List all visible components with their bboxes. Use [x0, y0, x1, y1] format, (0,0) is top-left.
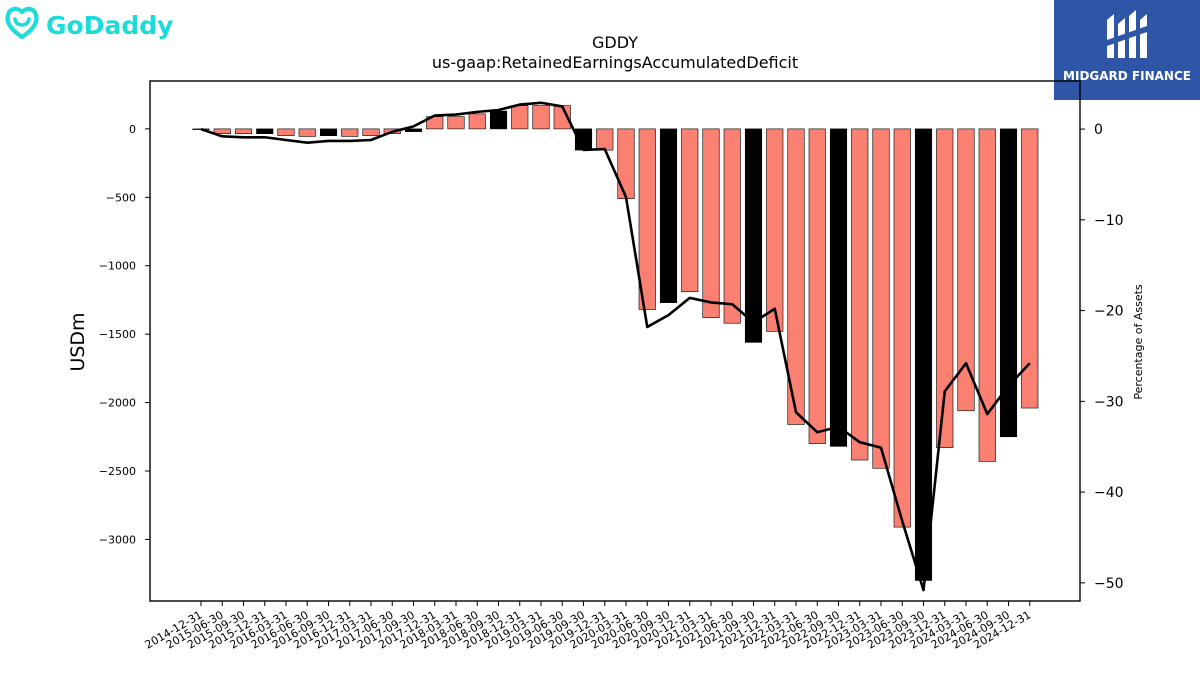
y2-tick-label: −30	[1094, 394, 1124, 410]
bar	[404, 128, 423, 132]
y-tick-label: −500	[106, 191, 136, 204]
bar	[872, 128, 890, 469]
bar	[723, 128, 741, 324]
bar	[234, 128, 253, 134]
midgard-wordmark: MIDGARD FINANCE	[1063, 69, 1191, 83]
bar	[511, 105, 529, 130]
godaddy-wordmark: GoDaddy	[46, 11, 173, 40]
bar	[532, 105, 550, 130]
bar	[744, 128, 763, 343]
bar	[1021, 128, 1039, 409]
y-tick-label: −2000	[99, 397, 136, 410]
bar	[766, 128, 784, 332]
bar	[277, 128, 295, 137]
bar	[936, 128, 954, 449]
chart-title: GDDY	[592, 33, 638, 52]
bar	[341, 128, 359, 137]
y2-tick-label: 0	[1094, 122, 1103, 138]
bar	[596, 128, 614, 151]
y2-tick-label: −10	[1094, 213, 1124, 229]
bar	[489, 110, 508, 130]
y-tick-label: −1000	[99, 260, 136, 273]
bar	[829, 128, 848, 447]
godaddy-logo: GoDaddy	[4, 4, 184, 44]
y2-tick-label: −50	[1094, 576, 1124, 592]
bar	[319, 128, 338, 137]
bar	[681, 128, 699, 293]
bar	[659, 128, 678, 303]
bar	[362, 128, 380, 137]
y-axis-label: USDm	[67, 312, 89, 371]
y-tick-label: −3000	[99, 533, 136, 546]
godaddy-heart-icon	[5, 6, 39, 40]
bar	[787, 128, 805, 425]
bar	[957, 128, 975, 412]
bar	[213, 128, 231, 134]
bar	[638, 128, 656, 310]
midgard-finance-logo: MIDGARD FINANCE	[1054, 0, 1200, 100]
bar	[851, 128, 869, 461]
bar	[978, 128, 996, 462]
bar	[914, 128, 933, 581]
y2-axis-label: Percentage of Assets	[1132, 284, 1145, 400]
chart-subtitle: us-gaap:RetainedEarningsAccumulatedDefic…	[432, 53, 798, 72]
midgard-emblem-icon	[1107, 10, 1147, 58]
bar	[617, 128, 635, 199]
y2-tick-label: −20	[1094, 304, 1124, 320]
plot-area: 0 −500 −1000 −1500 −2000 −2500 −3000 0 −10 −20 −30…	[99, 80, 1124, 652]
y-tick-label: −2500	[99, 465, 136, 478]
y-tick-label: −1500	[99, 328, 136, 341]
bar	[999, 128, 1018, 438]
y2-tick-label: −40	[1094, 485, 1124, 501]
plot-frame	[149, 80, 1081, 602]
bar	[447, 116, 465, 130]
bar	[893, 128, 911, 528]
line-series	[200, 101, 1031, 592]
bar	[298, 128, 316, 137]
bar	[468, 113, 486, 130]
bar	[702, 128, 720, 319]
bar	[808, 128, 826, 444]
y-tick-label: 0	[129, 123, 136, 136]
bar	[256, 128, 274, 134]
